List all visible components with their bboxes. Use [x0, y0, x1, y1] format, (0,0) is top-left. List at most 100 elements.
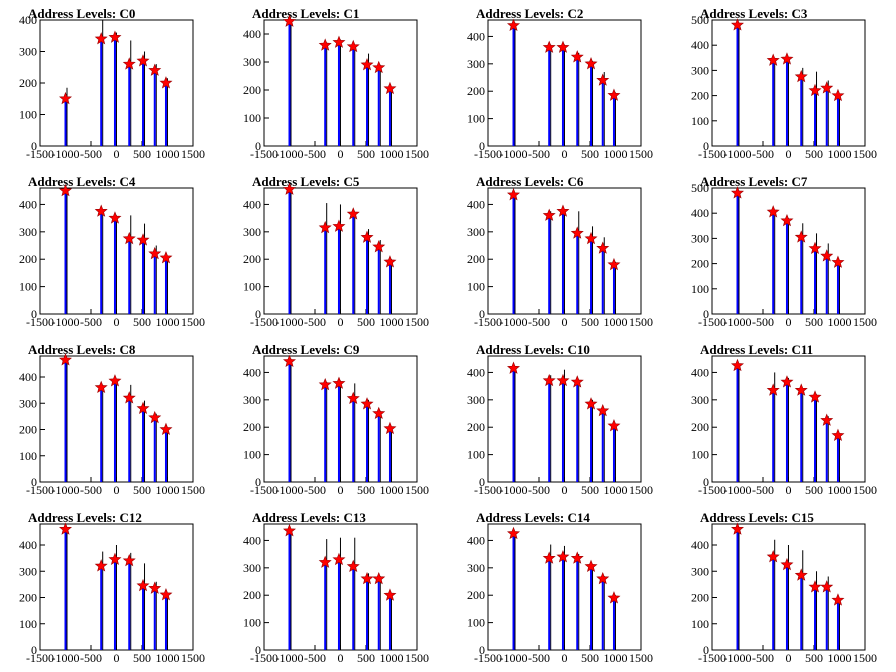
x-tick-label: 1500: [853, 483, 877, 497]
y-tick-label: 400: [243, 197, 261, 211]
y-tick-label: 400: [243, 365, 261, 379]
chart-title: Address Levels: C5: [252, 174, 360, 189]
x-tick-label: -1000: [724, 651, 752, 665]
y-tick-label: 200: [691, 420, 709, 434]
y-tick-label: 300: [691, 393, 709, 407]
y-tick-label: 100: [691, 448, 709, 462]
y-tick-label: 300: [19, 45, 37, 59]
x-tick-label: 1500: [181, 315, 205, 329]
level-marker: [596, 571, 610, 585]
chart-plot: 0 100 200 300 400 -1500-1000 -500 0 500 1000 1500: [19, 183, 205, 329]
x-tick-label: -1500: [26, 147, 54, 161]
x-tick-label: 1500: [181, 147, 205, 161]
level-marker: [607, 591, 621, 604]
y-tick-label: 400: [691, 365, 709, 379]
level-marker: [318, 38, 332, 51]
level-marker: [136, 54, 150, 67]
level-marker: [780, 375, 794, 388]
level-marker: [556, 550, 570, 563]
chart-panel: Address Levels: C6 0 100 200 300 400 -1500 -100…: [448, 168, 672, 336]
level-marker: [346, 559, 360, 572]
y-tick-label: 0: [479, 139, 485, 153]
y-tick-label: 200: [243, 588, 261, 602]
y-tick-label: 0: [703, 139, 709, 153]
x-tick-label: -500: [528, 651, 550, 665]
level-marker: [332, 552, 346, 566]
x-tick-label: 500: [581, 483, 599, 497]
x-tick-label: 0: [114, 483, 120, 497]
level-marker: [159, 76, 173, 89]
level-marker: [332, 376, 346, 389]
x-tick-label: -500: [80, 147, 102, 161]
level-marker: [596, 73, 610, 86]
y-tick-label: 0: [255, 139, 261, 153]
y-tick-label: 0: [31, 139, 37, 153]
chart-title: Address Levels: C11: [700, 342, 814, 357]
x-tick-label: 1000: [380, 315, 404, 329]
y-tick-label: 200: [467, 588, 485, 602]
y-tick-label: 0: [703, 307, 709, 321]
y-tick-label: 200: [467, 420, 485, 434]
chart-panel: Address Levels: C13 0 100 200 300 400 -1500 -10…: [224, 504, 448, 672]
level-marker: [159, 588, 173, 601]
level-marker: [570, 551, 584, 564]
y-tick-label: 200: [467, 252, 485, 266]
x-tick-label: 500: [357, 483, 375, 497]
level-marker: [318, 377, 332, 391]
level-marker: [383, 255, 397, 268]
y-tick-label: 300: [467, 225, 485, 239]
chart-panel: Address Levels: C0 0 100 200 300 400 -1500 -100…: [0, 0, 224, 168]
y-tick-label: 300: [467, 393, 485, 407]
x-tick-label: 0: [786, 315, 792, 329]
y-tick-label: 0: [255, 307, 261, 321]
y-tick-label: 100: [19, 280, 37, 294]
y-tick-label: 200: [467, 84, 485, 98]
x-tick-label: -1500: [474, 147, 502, 161]
level-marker: [607, 419, 621, 432]
x-tick-label: -1500: [698, 483, 726, 497]
x-tick-label: -1000: [52, 651, 80, 665]
chart-plot: 0 100 200 300 400 -1500-1000 -500 0 500 1000 1500: [467, 355, 653, 497]
x-tick-label: -500: [752, 315, 774, 329]
x-tick-label: 0: [562, 483, 568, 497]
chart-title: Address Levels: C2: [476, 6, 584, 21]
x-tick-label: 1500: [629, 651, 653, 665]
level-marker: [360, 571, 374, 585]
x-tick-label: -500: [80, 651, 102, 665]
level-marker: [820, 81, 834, 94]
level-marker: [596, 403, 610, 417]
x-tick-label: 0: [786, 651, 792, 665]
level-marker: [108, 211, 122, 224]
x-tick-label: 1500: [405, 315, 429, 329]
level-marker: [108, 374, 122, 387]
level-marker: [542, 551, 556, 564]
x-tick-label: -1000: [276, 483, 304, 497]
x-tick-label: -1000: [52, 315, 80, 329]
x-tick-label: 500: [805, 651, 823, 665]
level-marker: [346, 207, 360, 220]
x-tick-label: 500: [581, 651, 599, 665]
x-tick-label: -1000: [52, 147, 80, 161]
level-marker: [584, 397, 598, 410]
x-tick-label: -1500: [26, 315, 54, 329]
level-marker: [59, 353, 72, 366]
x-tick-label: 0: [114, 315, 120, 329]
level-marker: [108, 30, 122, 43]
level-marker: [808, 83, 822, 97]
level-marker: [766, 549, 780, 563]
chart-panel: Address Levels: C1 0 100 200 300 400 -1500 -100…: [224, 0, 448, 168]
level-marker: [808, 390, 822, 403]
y-tick-label: 100: [243, 616, 261, 630]
level-marker: [731, 18, 744, 31]
x-tick-label: -500: [528, 483, 550, 497]
y-tick-label: 200: [691, 257, 709, 271]
level-marker: [332, 219, 346, 232]
y-tick-label: 100: [691, 617, 709, 631]
y-tick-label: 400: [19, 370, 37, 384]
y-tick-label: 300: [243, 393, 261, 407]
x-tick-label: -1500: [250, 651, 278, 665]
level-marker: [570, 226, 584, 239]
x-tick-label: -500: [752, 147, 774, 161]
x-tick-label: 1000: [156, 315, 180, 329]
level-marker: [831, 255, 845, 268]
